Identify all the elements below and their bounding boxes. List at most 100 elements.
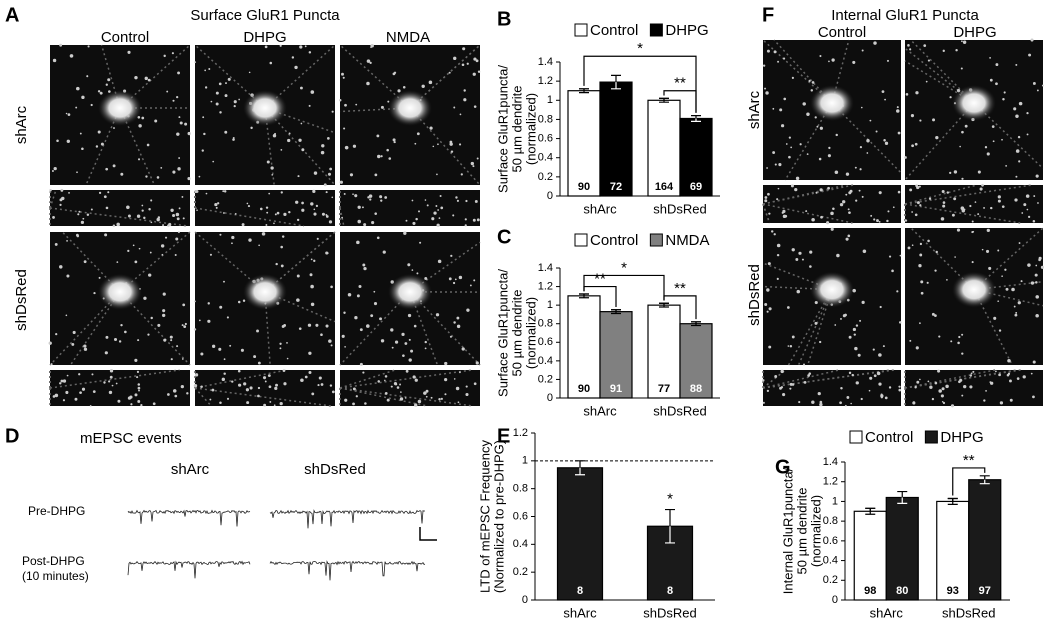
punctum — [358, 284, 362, 289]
punctum — [844, 404, 847, 407]
punctum — [770, 230, 774, 233]
punctum — [919, 204, 922, 207]
punctum — [926, 281, 929, 284]
punctum — [449, 142, 453, 146]
punctum — [138, 124, 142, 128]
punctum — [362, 371, 365, 374]
dendrite — [85, 107, 121, 186]
punctum — [934, 381, 938, 385]
punctum — [380, 199, 383, 202]
punctum — [162, 313, 166, 318]
punctum — [464, 218, 467, 221]
punctum — [410, 349, 414, 353]
punctum — [349, 173, 354, 177]
punctum — [182, 217, 185, 220]
punctum — [463, 98, 467, 102]
punctum — [354, 316, 358, 320]
n-label: 93 — [947, 585, 959, 597]
punctum — [195, 189, 199, 193]
trace — [269, 560, 426, 581]
punctum — [262, 376, 267, 380]
punctum — [440, 397, 443, 400]
punctum — [342, 76, 345, 79]
punctum — [275, 383, 279, 387]
y-tick-label: 1.4 — [538, 262, 553, 274]
punctum — [257, 394, 260, 398]
punctum — [83, 344, 87, 348]
punctum — [999, 401, 1004, 405]
punctum — [819, 402, 823, 407]
punctum — [429, 126, 433, 130]
soma — [810, 85, 854, 121]
punctum — [201, 149, 204, 152]
dendrite — [61, 231, 121, 293]
punctum — [140, 404, 143, 407]
punctum — [204, 69, 207, 72]
y-tick-label: 0.8 — [538, 318, 553, 330]
y-tick-label: 0 — [522, 594, 528, 606]
punctum — [476, 157, 479, 160]
punctum — [848, 371, 852, 375]
punctum — [359, 328, 363, 332]
punctum — [861, 49, 864, 52]
punctum — [779, 108, 783, 112]
punctum — [450, 150, 454, 153]
punctum — [417, 399, 422, 404]
punctum — [61, 196, 65, 201]
punctum — [774, 163, 777, 166]
dendrite — [264, 291, 271, 366]
punctum — [1022, 375, 1026, 379]
punctum — [156, 217, 160, 222]
punctum — [437, 209, 440, 211]
punctum — [961, 130, 964, 134]
punctum — [456, 199, 460, 202]
punctum — [891, 269, 894, 273]
punctum — [777, 60, 780, 63]
punctum — [916, 201, 920, 205]
punctum — [177, 167, 181, 171]
punctum — [1005, 165, 1008, 167]
punctum — [393, 140, 396, 144]
punctum — [834, 170, 839, 174]
punctum — [457, 401, 460, 404]
punctum — [325, 251, 329, 255]
punctum — [370, 314, 374, 318]
punctum — [347, 293, 352, 297]
punctum — [801, 258, 804, 261]
punctum — [414, 403, 418, 407]
y-tick-label: 0.2 — [538, 373, 553, 385]
punctum — [344, 145, 349, 150]
punctum — [352, 193, 354, 196]
punctum — [762, 401, 765, 404]
punctum — [376, 134, 380, 138]
punctum — [414, 142, 417, 145]
punctum — [852, 60, 856, 64]
punctum — [325, 191, 328, 194]
punctum — [310, 202, 314, 206]
punctum — [48, 341, 52, 345]
punctum — [931, 397, 935, 401]
punctum — [339, 180, 343, 184]
punctum — [377, 380, 381, 383]
punctum — [112, 164, 116, 168]
bar — [679, 117, 713, 197]
punctum — [858, 189, 861, 192]
punctum — [264, 380, 267, 383]
punctum — [76, 171, 78, 174]
punctum — [438, 397, 441, 401]
punctum — [174, 253, 177, 257]
punctum — [223, 280, 225, 283]
punctum — [51, 170, 54, 172]
y-axis-label: (normalized) — [808, 495, 823, 567]
punctum — [386, 148, 389, 152]
punctum — [321, 144, 325, 148]
punctum — [450, 254, 453, 257]
punctum — [780, 369, 784, 374]
punctum — [170, 358, 173, 361]
punctum — [66, 274, 70, 278]
punctum — [909, 188, 913, 192]
punctum — [820, 215, 823, 219]
dendrite — [762, 369, 840, 389]
punctum — [942, 201, 946, 204]
punctum — [860, 397, 863, 401]
